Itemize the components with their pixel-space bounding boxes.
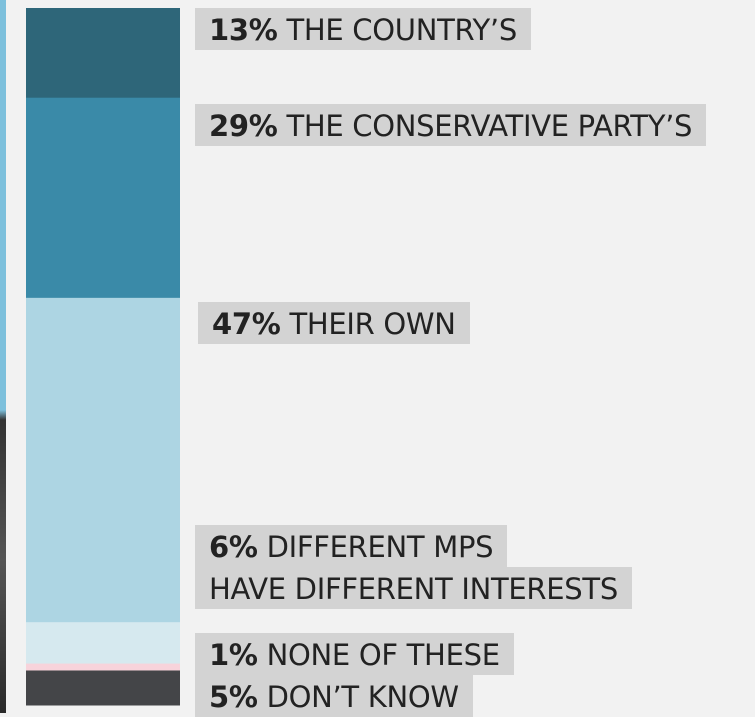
bar-segment-5 [26, 670, 180, 706]
label-none-of-these: 1% NONE OF THESE [195, 633, 514, 675]
label-different-mps: 6% DIFFERENT MPS [195, 525, 508, 567]
photo-edge-strip [0, 0, 6, 713]
bar-segment-2 [26, 297, 180, 623]
label-different-interests: HAVE DIFFERENT INTERESTS [195, 567, 632, 609]
label-the-conservative-partys: 29% THE CONSERVATIVE PARTY’S [195, 104, 707, 146]
bar-segment-1 [26, 97, 180, 299]
label-dont-know: 5% DON’T KNOW [195, 675, 473, 717]
label-the-countrys: 13% THE COUNTRY’S [195, 8, 531, 50]
bar-segment-4 [26, 663, 180, 671]
label-their-own: 47% THEIR OWN [198, 302, 470, 344]
bar-segment-3 [26, 622, 180, 665]
bar-segment-0 [26, 8, 180, 99]
label-different-mps-line1: 6% DIFFERENT MPS [209, 530, 494, 564]
